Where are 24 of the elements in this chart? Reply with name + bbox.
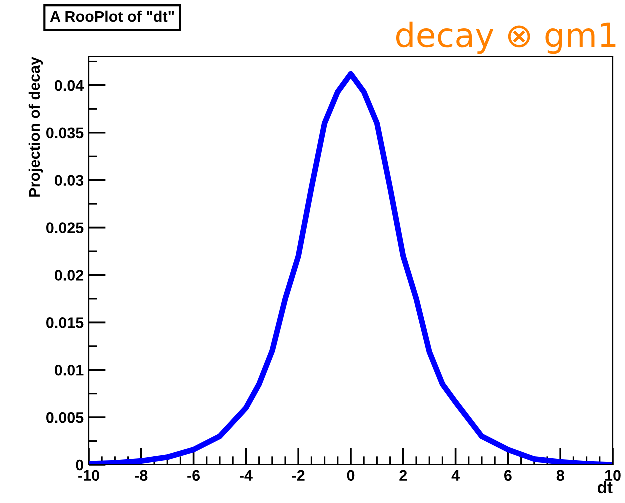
x-tick-label: -10 — [78, 470, 100, 482]
x-tick-label: 6 — [504, 470, 512, 482]
y-tick-label: 0 — [76, 460, 84, 471]
x-tick-label: 8 — [556, 470, 564, 482]
y-tick-label: 0.035 — [46, 128, 84, 139]
x-tick-label: -6 — [188, 470, 200, 482]
y-tick-label: 0.02 — [55, 270, 84, 281]
x-tick-label: 4 — [452, 470, 460, 481]
y-axis-title: Projection of decay — [28, 57, 44, 197]
x-tick-label: -2 — [292, 470, 305, 481]
chart-title: A RooPlot of "dt" — [50, 10, 174, 22]
y-tick-label: 0.005 — [46, 412, 84, 424]
x-tick-label: -4 — [240, 470, 253, 481]
y-tick-label: 0.03 — [55, 175, 84, 186]
x-tick-label: -8 — [135, 470, 148, 482]
x-tick-label: 2 — [400, 470, 408, 481]
text: decay ⊗ gm1 — [396, 22, 616, 54]
y-tick-label: 0.04 — [55, 80, 84, 92]
y-tick-label: 0.015 — [46, 318, 84, 328]
y-tick-label: 0.01 — [55, 364, 84, 376]
x-tick-label: 10 — [605, 470, 621, 482]
x-axis-title: dt — [598, 481, 613, 494]
x-tick-label: 0 — [347, 470, 355, 482]
y-tick-label: 0.025 — [46, 222, 84, 234]
